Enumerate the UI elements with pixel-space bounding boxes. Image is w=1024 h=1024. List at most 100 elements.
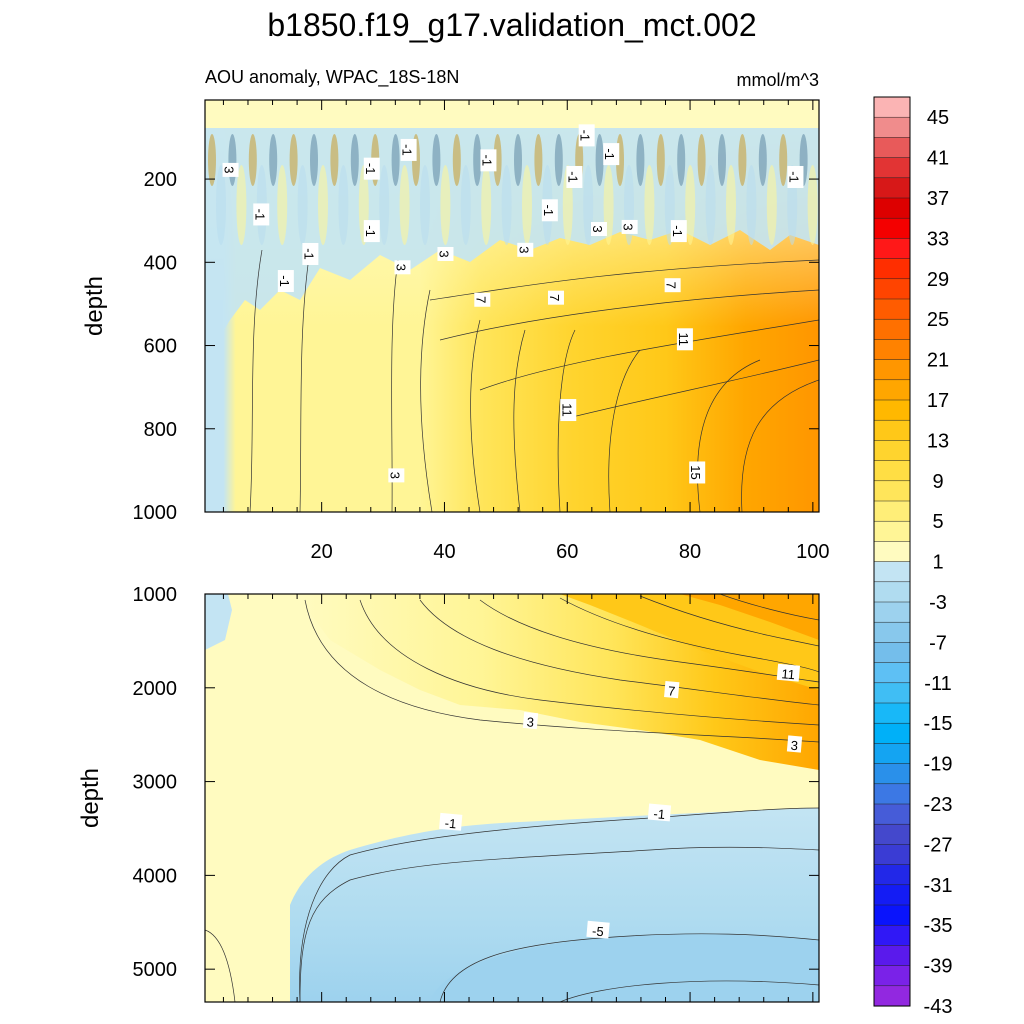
contour-label-box bbox=[603, 143, 620, 166]
colorbar-label: -19 bbox=[924, 754, 953, 776]
colorbar-frame bbox=[873, 96, 911, 1007]
contour-label: -1 bbox=[479, 149, 497, 172]
contour-label-box bbox=[222, 162, 239, 177]
contour-label-text: 11 bbox=[559, 403, 574, 417]
contour-label-text: -1 bbox=[653, 806, 666, 822]
thermocline-streak bbox=[216, 165, 226, 245]
colorbar-swatch bbox=[873, 318, 911, 340]
contour-label-box bbox=[664, 681, 680, 699]
colorbar-swatch bbox=[873, 682, 911, 704]
contour-label-box bbox=[776, 663, 801, 682]
x-tick-label: 20 bbox=[311, 541, 333, 563]
contour-label: -5 bbox=[586, 920, 610, 939]
upper-blue-band bbox=[205, 128, 819, 340]
contour-label-box bbox=[394, 260, 411, 275]
contour-label: 3 bbox=[436, 246, 454, 261]
thermocline-streak bbox=[289, 134, 298, 186]
colorbar-swatch bbox=[873, 359, 911, 381]
contour-label-box bbox=[400, 138, 417, 161]
thermocline-streak bbox=[705, 165, 716, 245]
colorbar-swatch bbox=[873, 924, 911, 946]
colorbar-swatch bbox=[873, 298, 911, 320]
contour-label-box bbox=[363, 220, 380, 243]
thermocline-streak bbox=[779, 134, 788, 186]
colorbar-label: 25 bbox=[927, 309, 949, 331]
upper-panel: 3 -1 -1 -1 -1 -1 3 -1 3 -1 7 3 -1 7 -1 3 -1 -1 3 -1 7 11 11 15 3… bbox=[81, 99, 830, 563]
colorbar-swatch bbox=[873, 722, 911, 744]
thermocline-streak bbox=[391, 134, 400, 186]
contour-label-box bbox=[787, 165, 804, 188]
thermocline-streak bbox=[208, 134, 216, 186]
contour-label: 3 bbox=[393, 260, 411, 275]
contour-label: -1 bbox=[541, 199, 558, 222]
colorbar-swatch bbox=[873, 581, 911, 603]
thermocline-streak bbox=[420, 165, 430, 245]
colorbar-swatch bbox=[873, 217, 911, 239]
colorbar-swatch bbox=[873, 662, 911, 684]
colorbar-label: 37 bbox=[927, 188, 949, 210]
thermocline-streak bbox=[277, 165, 288, 245]
contour-label-box bbox=[522, 711, 539, 730]
colorbar: 45 41 37 33 29 25 21 17 13 9 5 1 -3 -7 -11 -15 -19 -23 -27… bbox=[873, 96, 953, 1018]
thermocline-streak bbox=[766, 165, 777, 245]
thermocline-streak bbox=[636, 134, 645, 186]
colorbar-swatch bbox=[873, 339, 911, 361]
lower-axis-ticks: 1000 2000 3000 4000 5000 bbox=[133, 584, 819, 1002]
contour-label: 7 bbox=[473, 292, 491, 307]
colorbar-label: -35 bbox=[924, 915, 953, 937]
y-tick-label: 200 bbox=[144, 169, 177, 191]
contour-label: -1 bbox=[363, 157, 380, 180]
contour-label-box bbox=[647, 803, 672, 822]
contour-label: -1 bbox=[670, 220, 687, 243]
contour-label: 7 bbox=[664, 681, 680, 699]
colorbar-swatch bbox=[873, 116, 911, 138]
colorbar-label: 1 bbox=[932, 552, 943, 574]
contour-label: -1 bbox=[647, 803, 672, 822]
thermocline-streak bbox=[514, 134, 522, 186]
contour-label-text: 3 bbox=[222, 166, 237, 173]
x-tick-label: 100 bbox=[796, 541, 829, 563]
thermocline-streak bbox=[399, 165, 410, 245]
contour-label: 3 bbox=[590, 222, 607, 237]
thermocline-streak bbox=[595, 134, 604, 186]
lower-orange-core bbox=[560, 594, 819, 690]
contour-label-text: -1 bbox=[670, 225, 685, 237]
colorbar-swatch bbox=[873, 844, 911, 866]
thermocline-streak bbox=[297, 165, 308, 245]
thermocline-streak bbox=[644, 165, 655, 245]
contour-label: 3 bbox=[387, 468, 405, 483]
thermocline-streak bbox=[228, 134, 237, 186]
contour-label-text: 7 bbox=[473, 296, 488, 303]
y-tick-label: 800 bbox=[144, 419, 177, 441]
thermocline-streak bbox=[473, 134, 482, 186]
contour-label: 3 bbox=[522, 711, 539, 730]
colorbar-label: -39 bbox=[924, 956, 953, 978]
contour-label: 3 bbox=[786, 735, 803, 753]
contour-label-box bbox=[277, 270, 294, 293]
colorbar-swatch bbox=[873, 621, 911, 643]
thermocline-streak bbox=[738, 134, 747, 186]
contour-label-text: -1 bbox=[578, 130, 593, 142]
colorbar-label: -31 bbox=[924, 875, 953, 897]
contour-label-text: 7 bbox=[664, 282, 679, 289]
contour-label-text: -1 bbox=[444, 815, 457, 831]
contour-label: -1 bbox=[277, 270, 294, 293]
x-tick-label: 40 bbox=[433, 541, 455, 563]
contour-label-box bbox=[547, 290, 564, 305]
contour-label-box bbox=[474, 292, 491, 307]
contour-label: 15 bbox=[688, 461, 706, 484]
colorbar-swatch bbox=[873, 399, 911, 421]
thermocline-streak bbox=[697, 134, 706, 186]
colorbar-swatch bbox=[873, 379, 911, 401]
contour-label-box bbox=[302, 242, 319, 265]
colorbar-swatch bbox=[873, 884, 911, 906]
thermocline-streak bbox=[338, 165, 349, 245]
colorbar-swatch bbox=[873, 419, 911, 441]
x-tick-label: 60 bbox=[556, 541, 578, 563]
colorbar-swatch bbox=[873, 440, 911, 462]
contour-label: -1 bbox=[363, 220, 380, 243]
thermocline-streak bbox=[718, 134, 726, 186]
x-tick-label: 80 bbox=[679, 541, 701, 563]
lower-ylabel: depth bbox=[77, 768, 104, 828]
